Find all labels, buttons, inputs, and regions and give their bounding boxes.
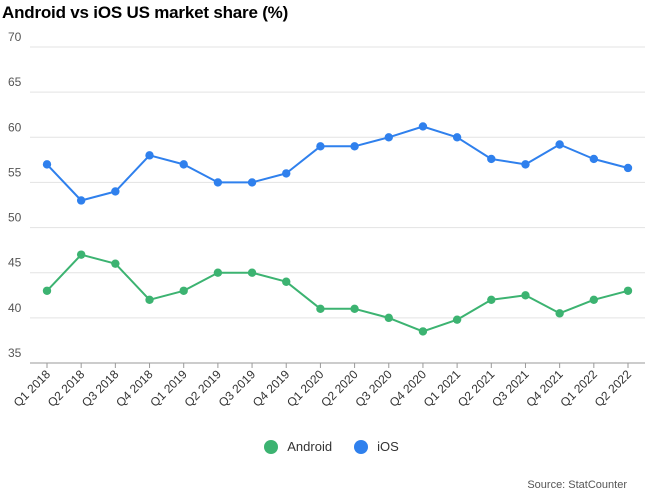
android-point[interactable] [452,315,462,324]
ios-point[interactable] [179,160,188,169]
ios-point[interactable] [487,154,496,164]
android-point[interactable] [282,277,291,286]
ios-point[interactable] [76,196,86,205]
ios-point[interactable] [452,133,462,142]
ios-point[interactable] [384,133,393,142]
line-layer [46,125,629,333]
y-tick-label: 55 [8,165,22,179]
y-tick-label: 65 [8,75,22,89]
android-point[interactable] [76,250,86,259]
x-tick-label: Q2 2022 [592,367,635,410]
ios-point[interactable] [111,187,120,196]
grid-layer [30,46,645,364]
ios-point[interactable] [42,160,52,169]
android-point[interactable] [487,295,496,304]
point-layer [42,122,633,336]
android-point[interactable] [418,327,428,336]
android-point[interactable] [521,291,530,300]
ios-series-line [46,125,629,202]
ios-point[interactable] [145,151,154,160]
legend-label-ios: iOS [377,439,399,454]
y-tick-label: 50 [8,211,22,225]
android-point[interactable] [179,286,188,295]
source-note: Source: StatCounter [527,479,627,491]
ios-point[interactable] [589,154,599,164]
legend-label-android: Android [287,439,333,454]
android-point[interactable] [384,313,393,323]
y-tick-label: 60 [8,120,22,134]
ios-point[interactable] [316,142,325,151]
y-tick-label: 40 [8,301,22,315]
legend: Android iOS [0,439,663,454]
android-point[interactable] [316,304,325,314]
ios-point[interactable] [623,163,633,173]
ios-point[interactable] [521,160,530,169]
ios-point[interactable] [418,122,428,131]
ios-point[interactable] [247,178,257,187]
android-point[interactable] [42,286,52,295]
android-point[interactable] [589,295,599,304]
android-point[interactable] [145,295,154,304]
y-tick-label: 35 [8,346,22,360]
ios-legend-marker [354,439,369,454]
android-point[interactable] [623,286,633,295]
android-point[interactable] [247,268,257,277]
android-point[interactable] [350,304,359,314]
android-series-line [46,253,629,333]
legend-item-ios[interactable]: iOS [354,439,399,454]
legend-item-android[interactable]: Android [264,439,332,454]
y-tick-label: 45 [8,256,22,270]
chart-title: Android vs iOS US market share (%) [2,3,289,22]
x-tick-label: Q1 2022 [557,367,600,410]
ios-point[interactable] [555,140,564,149]
android-point[interactable] [555,309,564,318]
ios-point[interactable] [282,169,291,178]
android-point[interactable] [111,259,120,268]
ios-point[interactable] [350,142,359,151]
y-tick-label: 70 [8,30,22,44]
android-legend-marker [264,439,279,454]
android-point[interactable] [213,268,223,277]
ios-point[interactable] [213,178,223,187]
